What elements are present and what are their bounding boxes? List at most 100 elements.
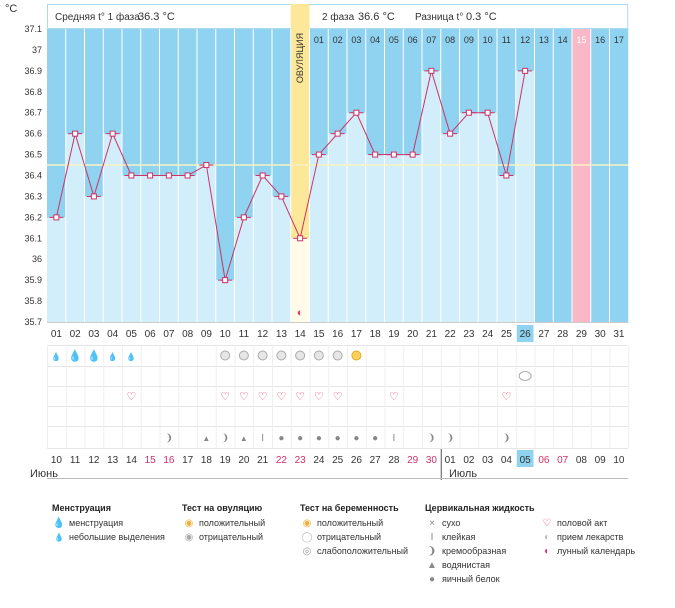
phase2-day-label: 05 — [389, 35, 399, 45]
watery-icon: ▲ — [202, 434, 210, 443]
legend-item: яичный белок — [442, 574, 500, 584]
drop-heavy-icon: 💧 — [68, 350, 82, 363]
temperature-bar — [122, 175, 141, 322]
phase2-label: 2 фаза — [322, 11, 355, 23]
legend-item: прием лекарств — [557, 532, 624, 542]
legend-item: небольшие выделения — [69, 532, 165, 542]
legend-item: сухо — [442, 518, 461, 528]
phase2-day-label: 06 — [408, 35, 418, 45]
legend-item: положительный — [199, 518, 266, 528]
phase2-day-label: 08 — [445, 35, 455, 45]
y-unit-label: °C — [5, 3, 17, 15]
legend-title: Менструация — [52, 503, 111, 513]
temperature-point — [390, 151, 397, 158]
legend-item: половой акт — [557, 518, 608, 528]
temperature-bar — [365, 154, 385, 322]
temperature-bar — [497, 175, 516, 322]
legend-ovulation: Тест на овуляцию ◉ положительный ◉ отрицат… — [182, 503, 265, 544]
temperature-point — [184, 172, 191, 179]
creamy-icon: ❩ — [427, 546, 437, 557]
phase2-value: 36.6 °C — [358, 11, 395, 23]
creamy-icon: ❩ — [446, 433, 454, 444]
cycle-day-label: 23 — [463, 329, 475, 340]
date-label: 08 — [576, 455, 588, 466]
cycle-day-label: 11 — [239, 329, 250, 340]
date-label: 30 — [426, 455, 438, 466]
test-positive-icon — [351, 350, 362, 361]
y-tick-label: 36.5 — [24, 150, 42, 160]
date-label: 16 — [163, 455, 175, 466]
date-label: 14 — [126, 455, 138, 466]
y-tick-label: 36.1 — [24, 233, 42, 243]
cycle-day-label: 21 — [426, 329, 438, 340]
temperature-bar — [253, 175, 272, 322]
temperature-point — [278, 193, 285, 200]
test-negative-icon: ◉ — [184, 532, 194, 543]
date-label: 03 — [482, 455, 494, 466]
heart-icon: ♡ — [126, 391, 136, 403]
temperature-point — [203, 162, 210, 169]
legend-menstruation: Менструация 💧 менструация 💧 небольшие выде… — [52, 503, 165, 544]
y-tick-label: 35.7 — [24, 317, 42, 327]
y-tick-label: 36.8 — [24, 87, 42, 97]
y-tick-label: 36.3 — [24, 191, 42, 201]
temperature-point — [297, 235, 304, 242]
temperature-bar — [197, 165, 216, 322]
drop-small-icon: 💧 — [126, 352, 136, 362]
y-tick-label: 36 — [32, 254, 42, 264]
dry-icon: × — [429, 518, 435, 529]
cycle-day-label: 25 — [501, 329, 513, 340]
temperature-bar — [515, 70, 535, 322]
legend-item: положительный — [317, 518, 384, 528]
month-left: Июнь — [30, 468, 58, 480]
phase2-day-label: 16 — [595, 35, 605, 45]
date-label: 26 — [351, 455, 363, 466]
drop-small-icon: 💧 — [108, 352, 118, 362]
temperature-point — [428, 67, 435, 74]
date-label: 07 — [557, 455, 569, 466]
phase2-day-label: 02 — [333, 35, 343, 45]
temperature-bar — [47, 217, 66, 322]
temperature-point — [315, 151, 322, 158]
temperature-bar — [103, 133, 122, 322]
date-label: 15 — [145, 455, 157, 466]
cycle-day-label: 15 — [313, 329, 325, 340]
cycle-day-label: 09 — [201, 329, 213, 340]
heart-icon: ♡ — [258, 391, 268, 403]
y-tick-label: 36.2 — [24, 212, 42, 222]
cycle-day-label: 20 — [407, 329, 419, 340]
moon-icon: ◐ — [543, 546, 551, 557]
heart-icon: ♡ — [501, 391, 511, 403]
legend-item: водянистая — [442, 560, 491, 570]
test-positive-icon: ◉ — [184, 518, 194, 529]
legend-item: лунный календарь — [557, 546, 636, 556]
temperature-point — [90, 193, 97, 200]
date-label: 28 — [388, 455, 400, 466]
temperature-bar — [84, 196, 104, 322]
date-label: 10 — [51, 455, 63, 466]
date-label: 05 — [520, 455, 532, 466]
cycle-day-label: 02 — [70, 329, 82, 340]
temperature-bar — [140, 175, 160, 322]
test-negative-icon — [313, 350, 324, 361]
preg-negative-icon — [518, 371, 532, 381]
legend-item: слабоположительный — [317, 546, 409, 556]
y-tick-label: 37 — [32, 45, 42, 55]
cycle-day-label: 07 — [163, 329, 175, 340]
eggwhite-icon: ● — [428, 574, 436, 585]
phase2-day-label: 17 — [614, 35, 624, 45]
y-tick-label: 36.7 — [24, 108, 42, 118]
heart-icon: ♡ — [220, 391, 230, 403]
test-negative-icon — [257, 350, 268, 361]
date-label: 24 — [313, 455, 325, 466]
date-label: 12 — [88, 455, 100, 466]
test-negative-icon — [332, 350, 343, 361]
sticky-icon: Ι — [261, 433, 264, 444]
y-tick-label: 35.9 — [24, 275, 42, 285]
eggwhite-icon: ● — [297, 433, 303, 444]
temperature-point — [240, 214, 247, 221]
cycle-day-label: 17 — [351, 329, 363, 340]
y-tick-label: 36.9 — [24, 66, 42, 76]
phase1-value: 36.3 °C — [138, 11, 175, 23]
